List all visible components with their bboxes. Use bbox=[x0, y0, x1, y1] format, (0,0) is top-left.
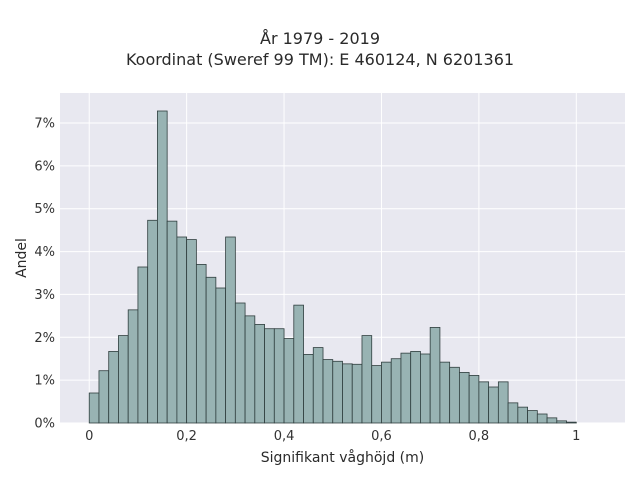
histogram-bar bbox=[322, 359, 334, 424]
histogram-bar bbox=[410, 351, 421, 424]
histogram-bar bbox=[449, 366, 460, 424]
y-tick-label: 2% bbox=[34, 331, 55, 346]
x-tick-label: 0,4 bbox=[274, 429, 295, 444]
histogram-bar bbox=[390, 358, 402, 424]
histogram-bar bbox=[400, 352, 412, 424]
x-axis-ticks: 0 0,2 0,4 0,6 0,8 1 bbox=[85, 429, 580, 444]
x-axis-label: Signifikant våghöjd (m) bbox=[261, 449, 424, 466]
histogram-bar bbox=[566, 421, 577, 424]
histogram-bar bbox=[283, 338, 295, 424]
histogram-bar bbox=[312, 347, 324, 424]
histogram-bar bbox=[137, 266, 149, 424]
histogram-bar bbox=[225, 236, 236, 424]
chart-title: År 1979 - 2019 bbox=[260, 29, 380, 48]
histogram-bar bbox=[303, 354, 314, 424]
histogram-bar bbox=[546, 417, 558, 424]
histogram-bar bbox=[371, 365, 382, 424]
histogram-bar bbox=[244, 315, 256, 424]
histogram-bar bbox=[497, 381, 509, 424]
histogram-bar bbox=[342, 363, 353, 424]
histogram-bar bbox=[488, 386, 499, 424]
histogram-bar bbox=[478, 381, 490, 424]
x-tick-label: 0,8 bbox=[469, 429, 490, 444]
histogram-bar bbox=[527, 410, 538, 424]
histogram-bar bbox=[332, 360, 343, 424]
histogram-bar bbox=[98, 370, 110, 424]
histogram-bar bbox=[195, 264, 207, 424]
histogram-bar bbox=[293, 304, 304, 424]
histogram-bar bbox=[507, 402, 519, 424]
histogram-bar bbox=[429, 327, 441, 424]
histogram-bar bbox=[458, 372, 470, 424]
x-tick-label: 1 bbox=[572, 429, 580, 444]
histogram-bar bbox=[234, 302, 246, 424]
x-tick-label: 0 bbox=[85, 429, 93, 444]
histogram-bar bbox=[264, 328, 275, 424]
histogram-bar bbox=[176, 236, 188, 424]
x-tick-label: 0,6 bbox=[371, 429, 392, 444]
y-axis-ticks: 0% 1% 2% 3% 4% 5% 6% 7% bbox=[34, 117, 55, 432]
chart-subtitle: Koordinat (Sweref 99 TM): E 460124, N 62… bbox=[125, 50, 515, 69]
histogram-bar bbox=[468, 375, 480, 424]
histogram-bar bbox=[556, 420, 567, 424]
histogram-bar bbox=[273, 328, 285, 424]
y-tick-label: 7% bbox=[34, 117, 55, 132]
y-tick-label: 3% bbox=[34, 288, 55, 303]
histogram-bar bbox=[361, 335, 373, 424]
y-axis-label: Andel bbox=[14, 238, 30, 278]
bars bbox=[88, 110, 577, 424]
histogram-bar bbox=[88, 392, 100, 424]
histogram-bar bbox=[439, 361, 451, 424]
y-tick-label: 5% bbox=[34, 202, 55, 217]
y-tick-label: 4% bbox=[34, 245, 55, 260]
histogram-bar bbox=[157, 110, 168, 424]
histogram-bar bbox=[127, 309, 139, 424]
y-tick-label: 6% bbox=[34, 159, 55, 174]
histogram-bar bbox=[536, 413, 548, 424]
histogram-bar bbox=[118, 335, 129, 424]
histogram-bar bbox=[205, 276, 217, 424]
histogram-bar bbox=[186, 239, 197, 424]
histogram-bar bbox=[381, 361, 392, 424]
histogram-bar bbox=[215, 287, 227, 424]
histogram-bar bbox=[108, 351, 119, 424]
histogram-bar bbox=[517, 406, 528, 424]
histogram-bar bbox=[166, 220, 178, 424]
histogram-bar bbox=[420, 353, 431, 424]
histogram-bar bbox=[147, 219, 158, 424]
histogram-bar bbox=[351, 363, 363, 424]
x-tick-label: 0,2 bbox=[176, 429, 197, 444]
y-tick-label: 0% bbox=[34, 417, 55, 432]
histogram-bar bbox=[254, 324, 265, 424]
y-tick-label: 1% bbox=[34, 374, 55, 389]
